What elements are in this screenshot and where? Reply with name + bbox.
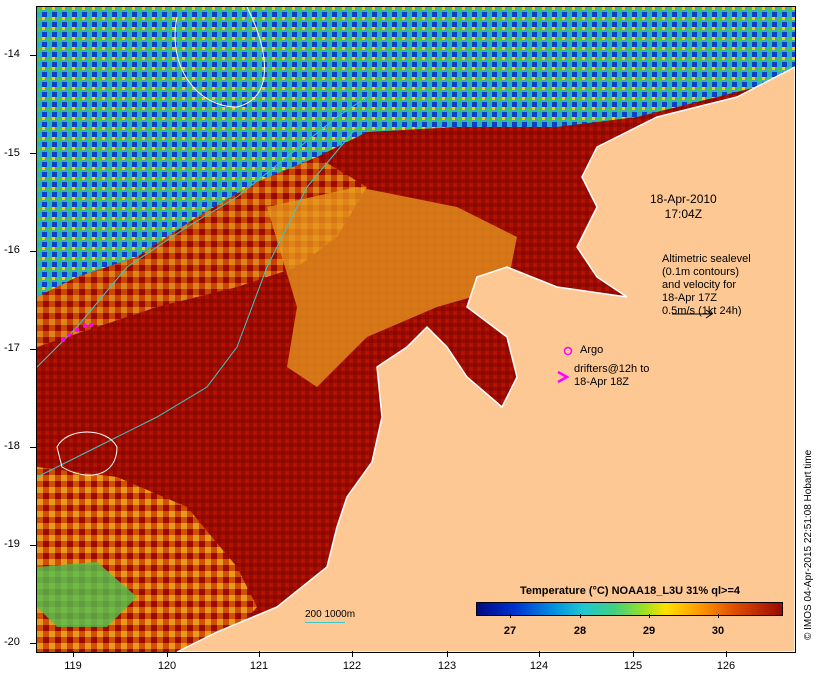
x-tick-mark bbox=[167, 651, 168, 657]
colorbar-tick-mark bbox=[649, 614, 650, 618]
colorbar-tick-label: 28 bbox=[573, 625, 587, 637]
isobath-scale-label: 200 1000m bbox=[305, 609, 356, 620]
x-tick-mark bbox=[726, 651, 727, 657]
y-tick-mark bbox=[30, 447, 36, 448]
y-tick-label: -17 bbox=[4, 342, 20, 354]
x-tick-label: 120 bbox=[157, 660, 177, 672]
x-tick-mark bbox=[447, 651, 448, 657]
x-tick-label: 124 bbox=[529, 660, 549, 672]
y-tick-label: -19 bbox=[4, 538, 20, 550]
colorbar-tick-mark bbox=[510, 614, 511, 618]
colorbar-tick-label: 29 bbox=[642, 625, 656, 637]
x-tick-label: 121 bbox=[249, 660, 269, 672]
drifter-line: 18-Apr 18Z bbox=[574, 376, 630, 388]
circle-icon bbox=[563, 346, 573, 356]
drifter-track bbox=[61, 323, 93, 342]
x-tick-label: 125 bbox=[623, 660, 643, 672]
arrow-right-icon bbox=[672, 309, 713, 319]
altimetry-line: 18-Apr 17Z bbox=[662, 292, 718, 304]
altimetry-line: (0.1m contours) bbox=[662, 266, 740, 278]
y-tick-label: -15 bbox=[4, 147, 20, 159]
altimetry-line: and velocity for bbox=[662, 279, 736, 291]
isobath-1000m bbox=[37, 126, 358, 478]
date-label: 18-Apr-2010 17:04Z bbox=[650, 192, 717, 222]
x-tick-mark bbox=[352, 651, 353, 657]
x-tick-label: 126 bbox=[716, 660, 736, 672]
colorbar-title: Temperature (°C) NOAA18_L3U 31% ql>=4 bbox=[520, 585, 740, 597]
x-tick-label: 119 bbox=[64, 660, 82, 672]
colorbar-tick-mark bbox=[718, 614, 719, 618]
x-tick-mark bbox=[259, 651, 260, 657]
y-tick-mark bbox=[30, 545, 36, 546]
chevron-right-icon bbox=[557, 370, 570, 384]
isobath-200m bbox=[37, 96, 368, 368]
time-line: 17:04Z bbox=[664, 207, 703, 221]
y-tick-label: -18 bbox=[4, 440, 20, 452]
y-tick-mark bbox=[30, 349, 36, 350]
y-tick-mark bbox=[30, 643, 36, 644]
colorbar-tick-label: 27 bbox=[503, 625, 517, 637]
argo-label: Argo bbox=[580, 344, 604, 356]
x-tick-label: 123 bbox=[437, 660, 457, 672]
colorbar-tick-label: 30 bbox=[711, 625, 725, 637]
x-tick-mark bbox=[73, 651, 74, 657]
y-tick-mark bbox=[30, 55, 36, 56]
x-tick-mark bbox=[539, 651, 540, 657]
altimetry-legend: Altimetric sealevel (0.1m contours) and … bbox=[662, 253, 751, 318]
credit-text: © IMOS 04-Apr-2015 22:51:08 Hobart time bbox=[803, 449, 814, 640]
x-tick-label: 122 bbox=[342, 660, 362, 672]
drifter-line: drifters@12h to bbox=[574, 363, 650, 375]
y-tick-label: -14 bbox=[4, 48, 20, 60]
ocean-south-green bbox=[37, 562, 137, 627]
sealevel-contour-south bbox=[56, 431, 118, 476]
date-line: 18-Apr-2010 bbox=[650, 192, 717, 206]
isobath-scale-line bbox=[305, 622, 345, 623]
land-mass bbox=[176, 66, 795, 652]
y-tick-mark bbox=[30, 153, 36, 154]
ocean-cool-band bbox=[37, 7, 795, 297]
y-tick-label: -16 bbox=[4, 244, 20, 256]
colorbar bbox=[476, 602, 783, 616]
sst-map bbox=[36, 6, 796, 653]
drifter-legend: drifters@12h to 18-Apr 18Z bbox=[574, 363, 649, 389]
x-tick-mark bbox=[633, 651, 634, 657]
altimetry-line: Altimetric sealevel bbox=[662, 253, 751, 265]
colorbar-tick-mark bbox=[580, 614, 581, 618]
sst-map-canvas bbox=[37, 7, 795, 652]
ocean-orange-plume bbox=[267, 187, 517, 387]
y-tick-mark bbox=[30, 251, 36, 252]
y-tick-label: -20 bbox=[4, 636, 20, 648]
sealevel-contour-north bbox=[174, 7, 265, 108]
